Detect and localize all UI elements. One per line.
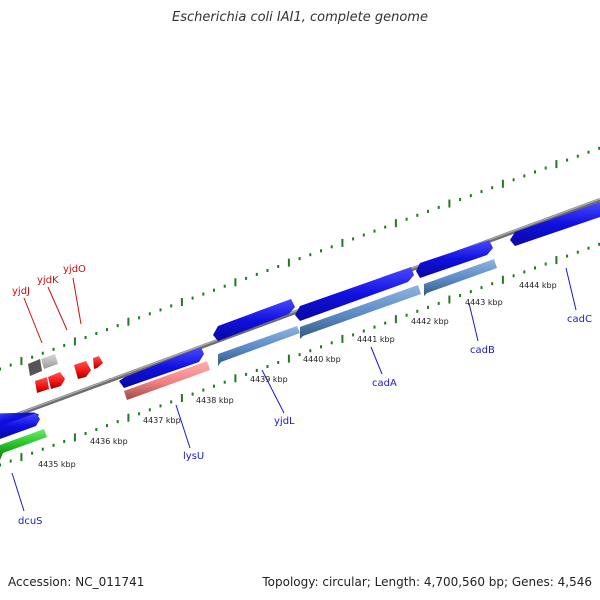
- topology-text: Topology: circular; Length: 4,700,560 bp…: [262, 575, 592, 589]
- outer-tick-row: [0, 146, 600, 371]
- gene-cadC[interactable]: [510, 202, 600, 246]
- gene-cadA-blue[interactable]: [295, 267, 414, 321]
- gene-features: [0, 202, 600, 460]
- gene-label-lysU[interactable]: lysU: [183, 451, 204, 462]
- gene-label-cadB[interactable]: cadB: [470, 345, 495, 356]
- scale-labels: 4435 kbp 4436 kbp 4437 kbp 4438 kbp 4439…: [38, 281, 557, 469]
- gene-cadA[interactable]: [300, 285, 421, 339]
- gene-yjdO-part[interactable]: [93, 356, 103, 369]
- gene-label-yjdJ[interactable]: yjdJ: [12, 286, 30, 297]
- gene-label-yjdL[interactable]: yjdL: [274, 416, 295, 427]
- gene-yjdO[interactable]: [74, 361, 91, 379]
- gene-label-dcuS[interactable]: dcuS: [18, 516, 43, 527]
- gene-dcuS-blue[interactable]: [0, 413, 40, 439]
- gene-yjdL-blue[interactable]: [213, 299, 295, 341]
- scale-label: 4444 kbp: [519, 281, 557, 290]
- gene-label-cadA[interactable]: cadA: [372, 378, 397, 389]
- scale-label: 4437 kbp: [143, 416, 181, 425]
- gene-yjdK-gray[interactable]: [41, 354, 58, 369]
- accession-text: Accession: NC_011741: [8, 575, 145, 589]
- map-title: Escherichia coli IAI1, complete genome: [172, 10, 428, 25]
- scale-label: 4440 kbp: [303, 355, 341, 364]
- gene-cadB-blue[interactable]: [416, 240, 493, 278]
- scale-label: 4441 kbp: [357, 335, 395, 344]
- gene-labels: dcuS lysU yjdL cadA cadB cadC yjdJ yjdK …: [12, 264, 592, 527]
- gene-label-yjdK[interactable]: yjdK: [37, 275, 59, 286]
- gene-label-yjdO[interactable]: yjdO: [63, 264, 86, 275]
- gene-yjdL[interactable]: [218, 326, 300, 366]
- scale-label: 4443 kbp: [465, 298, 503, 307]
- gene-yjdJ[interactable]: [35, 377, 49, 393]
- red-leader-lines: [23, 277, 82, 344]
- gene-lysU[interactable]: [124, 361, 210, 400]
- gene-cadB[interactable]: [424, 259, 497, 296]
- scale-label: 4435 kbp: [38, 460, 76, 469]
- scale-label: 4438 kbp: [196, 396, 234, 405]
- scale-label: 4442 kbp: [411, 317, 449, 326]
- inner-tick-row: [0, 242, 600, 467]
- gene-forward-1[interactable]: [119, 347, 204, 388]
- forward-leader-lines: [11, 267, 577, 512]
- scale-label: 4436 kbp: [90, 437, 128, 446]
- gene-dcuS-green[interactable]: [0, 429, 47, 460]
- gene-yjdJ-gray[interactable]: [28, 359, 42, 376]
- gene-label-cadC[interactable]: cadC: [567, 314, 592, 325]
- scale-label: 4439 kbp: [250, 375, 288, 384]
- gene-yjdK[interactable]: [48, 372, 65, 389]
